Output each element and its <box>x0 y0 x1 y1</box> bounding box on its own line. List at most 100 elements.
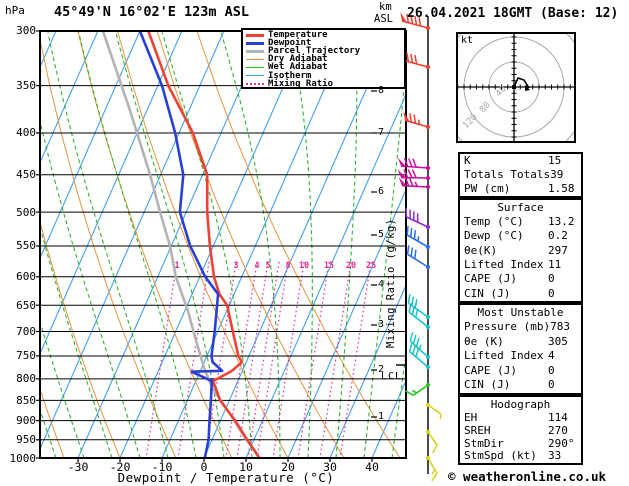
table-row-value: 783 <box>550 320 570 333</box>
table-row-label: θe(K) <box>464 243 498 257</box>
table-row-value: 11 <box>548 257 562 271</box>
info-table: Hodograph EH 114 SREH 270 StmDir 290° StmSpd (k… <box>458 395 583 465</box>
wind-barb <box>406 245 431 270</box>
table-row-label: Pressure (mb) <box>464 320 551 333</box>
wind-barb <box>400 12 431 31</box>
pressure-tick-label: 300 <box>16 24 36 37</box>
wind-barb <box>408 303 431 330</box>
table-row-label: Totals Totals <box>464 168 551 181</box>
table-row-label: CIN (J) <box>464 286 511 300</box>
table-row: Temp (°C) 13.2 <box>460 215 581 229</box>
pressure-tick-label: 700 <box>16 325 36 338</box>
legend-line-sample <box>246 82 264 85</box>
pressure-tick-label: 400 <box>16 126 36 139</box>
table-row: Dewp (°C) 0.2 <box>460 229 581 243</box>
legend-item-label: Dewpoint <box>268 38 312 49</box>
table-title: Most Unstable <box>477 306 564 319</box>
pressure-tick-label: 350 <box>16 79 36 92</box>
wind-barb <box>406 225 431 250</box>
pressure-tick-label: 800 <box>16 372 36 385</box>
table-row: PW (cm) 1.58 <box>460 182 581 196</box>
info-table: Surface Temp (°C) 13.2 Dewp (°C) 0.2 θe(K) 297… <box>458 198 583 303</box>
table-row-label: SREH <box>464 423 491 437</box>
table-row-value: 0 <box>548 286 555 300</box>
table-row: CIN (J) 0 <box>460 378 581 393</box>
table-row: StmSpd (kt) 33 <box>460 449 581 463</box>
wind-barb <box>397 169 431 181</box>
mixing-ratio-value-label: 15 <box>323 261 335 271</box>
mixing-ratio-value-label: 4 <box>254 261 260 271</box>
legend-line-sample <box>246 66 264 69</box>
pressure-tick-label: 900 <box>16 414 36 427</box>
table-row-label: Lifted Index <box>464 349 544 363</box>
legend-line-sample <box>246 49 264 53</box>
pressure-tick-label: 650 <box>16 299 36 312</box>
table-row: StmDir 290° <box>460 436 581 451</box>
table-row-label: EH <box>464 411 478 424</box>
wind-barb <box>407 294 431 320</box>
wind-barb <box>398 177 431 190</box>
table-title: Hodograph <box>490 398 551 411</box>
table-row: θe (K) 305 <box>460 335 581 350</box>
table-row-value: 290° <box>548 436 575 450</box>
table-row-label: Temp (°C) <box>464 215 524 228</box>
km-tick-label: 3 <box>378 319 385 330</box>
pressure-unit-label: hPa <box>5 4 25 17</box>
table-row-label: Lifted Index <box>464 257 544 271</box>
legend-item: Dewpoint <box>246 38 404 49</box>
temperature-tick-label: 20 <box>281 460 295 474</box>
table-row-value: 33 <box>548 449 562 463</box>
legend-item-label: Wet Adiabat <box>268 62 328 73</box>
table-row-label: CIN (J) <box>464 378 511 392</box>
pressure-tick-label: 450 <box>16 168 36 181</box>
table-row-label: CAPE (J) <box>464 272 517 286</box>
km-tick-label: 8 <box>378 85 385 96</box>
temperature-tick-label: -20 <box>109 460 131 474</box>
table-row: Lifted Index 4 <box>460 349 581 364</box>
table-row-value: 39 <box>550 168 564 181</box>
km-tick-label: 7 <box>378 127 385 138</box>
legend-item-label: Parcel Trajectory <box>268 46 361 57</box>
table-row-value: 0 <box>548 272 555 286</box>
lcl-label: LCL <box>381 371 403 382</box>
table-row: CAPE (J) 0 <box>460 272 581 286</box>
legend-line-sample <box>246 41 264 45</box>
table-row: Lifted Index 11 <box>460 258 581 272</box>
legend-item: Isotherm <box>246 71 404 80</box>
km-tick-label: 5 <box>378 229 385 240</box>
pressure-tick-label: 750 <box>16 349 36 362</box>
legend-item: Dry Adiabat <box>246 55 404 64</box>
temperature-tick-label: -10 <box>151 460 173 474</box>
run-date-title: 26.04.2021 18GMT (Base: 12) <box>407 6 619 21</box>
km-tick-label: 6 <box>378 186 385 197</box>
table-row-value: 1.58 <box>548 182 575 195</box>
table-row: K 15 <box>460 154 581 168</box>
pressure-tick-label: 950 <box>16 433 36 446</box>
legend-line-sample <box>246 33 264 37</box>
legend-item: Mixing Ratio <box>246 79 404 88</box>
wind-barb <box>405 207 431 230</box>
table-row-value: 0 <box>548 363 555 377</box>
legend-item: Wet Adiabat <box>246 62 404 73</box>
temperature-tick-label: 10 <box>239 460 253 474</box>
table-row-value: 270 <box>548 423 568 437</box>
table-row-value: 15 <box>548 154 562 167</box>
copyright: © weatheronline.co.uk <box>448 469 607 484</box>
table-row: EH 114 <box>460 411 581 425</box>
table-row-label: StmDir <box>464 436 504 450</box>
wind-barb <box>397 157 431 171</box>
pressure-tick-label: 550 <box>16 239 36 252</box>
table-row-value: 0 <box>548 378 555 392</box>
wind-barb <box>409 332 431 360</box>
x-axis-title: Dewpoint / Temperature (°C) <box>117 470 335 485</box>
wind-barb <box>425 402 442 420</box>
mixing-ratio-axis-title: Mixing Ratio (g/kg) <box>385 218 397 348</box>
pressure-tick-label: 600 <box>16 270 36 283</box>
legend-item: Parcel Trajectory <box>246 46 404 57</box>
table-row-value: 297 <box>548 243 568 257</box>
table-row-value: 114 <box>548 411 568 424</box>
temperature-tick-label: 40 <box>365 460 379 474</box>
wind-barb <box>425 429 438 454</box>
table-row-value: 4 <box>548 349 555 363</box>
